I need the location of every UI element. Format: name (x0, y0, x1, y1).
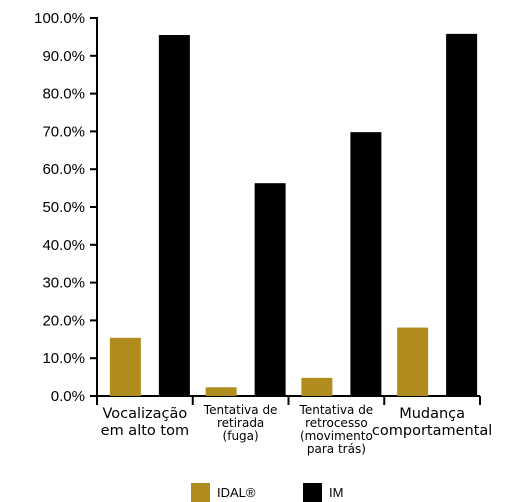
legend-label: IDAL® (217, 485, 256, 500)
bar (254, 183, 286, 396)
category-label: retirada (217, 416, 264, 430)
y-axis: 0.0% 10.0% 20.0% 30.0% 40.0% 50.0% 60.0% 70.0% 8… (34, 10, 98, 405)
x-axis (96, 395, 481, 405)
category-label: retrocesso (305, 416, 368, 430)
y-tick-label: 30.0% (42, 275, 85, 292)
bar (397, 327, 429, 396)
y-tick-label: 40.0% (42, 237, 85, 254)
y-tick-label: 80.0% (42, 86, 85, 103)
category-label: em alto tom (101, 423, 189, 439)
y-tick-label: 0.0% (51, 388, 85, 405)
bars (109, 33, 478, 396)
bar (158, 35, 190, 396)
category-label: Mudança (399, 406, 465, 422)
y-tick-label: 60.0% (42, 161, 85, 178)
category-label: para trás) (307, 442, 366, 456)
y-tick-label: 50.0% (42, 199, 85, 216)
y-tick-label: 70.0% (42, 123, 85, 140)
category-label: Tentativa de (299, 403, 374, 417)
y-tick-label: 90.0% (42, 48, 85, 65)
category-label: comportamental (372, 423, 492, 439)
bar (109, 337, 141, 396)
y-tick-label: 100.0% (34, 10, 85, 27)
bar (350, 132, 382, 396)
y-tick-label: 10.0% (42, 350, 85, 367)
legend-label: IM (329, 485, 343, 500)
legend-swatch (191, 483, 210, 502)
category-label: Vocalização (102, 406, 187, 422)
category-label: (fuga) (223, 429, 259, 443)
bar (205, 387, 237, 396)
bar (301, 377, 333, 396)
category-label: (movimento (300, 429, 373, 443)
legend: IDAL® IM (191, 483, 343, 502)
y-tick-label: 20.0% (42, 312, 85, 329)
bar (446, 33, 478, 396)
legend-swatch (303, 483, 322, 502)
category-label: Tentativa de (203, 403, 278, 417)
